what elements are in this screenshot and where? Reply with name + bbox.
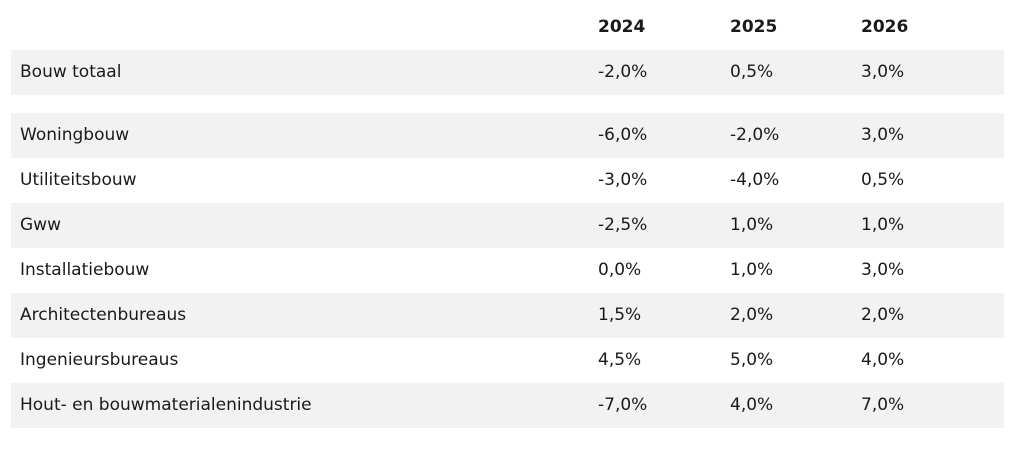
cell-2024: 4,5% <box>598 350 642 370</box>
cell-2026: 0,5% <box>861 170 905 190</box>
column-header-2024: 2024 <box>598 17 646 37</box>
row-label: Installatiebouw <box>20 260 150 280</box>
cell-2026: 2,0% <box>861 305 905 325</box>
cell-2025: 0,5% <box>730 62 774 82</box>
summary-row: Bouw totaal -2,0% 0,5% 3,0% <box>11 50 1004 95</box>
cell-2025: 2,0% <box>730 305 774 325</box>
column-header-2026: 2026 <box>861 17 909 37</box>
cell-2024: -6,0% <box>598 125 648 145</box>
row-label: Architectenbureaus <box>20 305 187 325</box>
cell-2025: 1,0% <box>730 215 774 235</box>
cell-2024: -3,0% <box>598 170 648 190</box>
cell-2026: 3,0% <box>861 62 905 82</box>
row-label: Gww <box>20 215 61 235</box>
cell-2024: -7,0% <box>598 395 648 415</box>
cell-2026: 7,0% <box>861 395 905 415</box>
cell-2026: 4,0% <box>861 350 905 370</box>
cell-2024: 0,0% <box>598 260 642 280</box>
table-row: Woningbouw -6,0% -2,0% 3,0% <box>11 113 1004 158</box>
cell-2024: 1,5% <box>598 305 642 325</box>
row-label: Hout- en bouwmaterialenindustrie <box>20 395 312 415</box>
forecast-table: 2024 2025 2026 Bouw totaal -2,0% 0,5% 3,… <box>11 0 1004 428</box>
cell-2025: 5,0% <box>730 350 774 370</box>
table-row: Utiliteitsbouw -3,0% -4,0% 0,5% <box>11 158 1004 203</box>
cell-2025: -2,0% <box>730 125 780 145</box>
row-label: Utiliteitsbouw <box>20 170 137 190</box>
cell-2024: -2,0% <box>598 62 648 82</box>
column-header-2025: 2025 <box>730 17 778 37</box>
table-spacer <box>11 95 1004 113</box>
row-label: Ingenieursbureaus <box>20 350 179 370</box>
table-row: Gww -2,5% 1,0% 1,0% <box>11 203 1004 248</box>
table-row: Hout- en bouwmaterialenindustrie -7,0% 4… <box>11 383 1004 428</box>
cell-2025: 4,0% <box>730 395 774 415</box>
table-row: Ingenieursbureaus 4,5% 5,0% 4,0% <box>11 338 1004 383</box>
cell-2025: -4,0% <box>730 170 780 190</box>
row-label: Woningbouw <box>20 125 130 145</box>
cell-2025: 1,0% <box>730 260 774 280</box>
cell-2024: -2,5% <box>598 215 648 235</box>
table-row: Architectenbureaus 1,5% 2,0% 2,0% <box>11 293 1004 338</box>
cell-2026: 3,0% <box>861 260 905 280</box>
cell-2026: 3,0% <box>861 125 905 145</box>
cell-2026: 1,0% <box>861 215 905 235</box>
table-row: Installatiebouw 0,0% 1,0% 3,0% <box>11 248 1004 293</box>
row-label: Bouw totaal <box>20 62 122 82</box>
table-header: 2024 2025 2026 <box>11 0 1004 50</box>
